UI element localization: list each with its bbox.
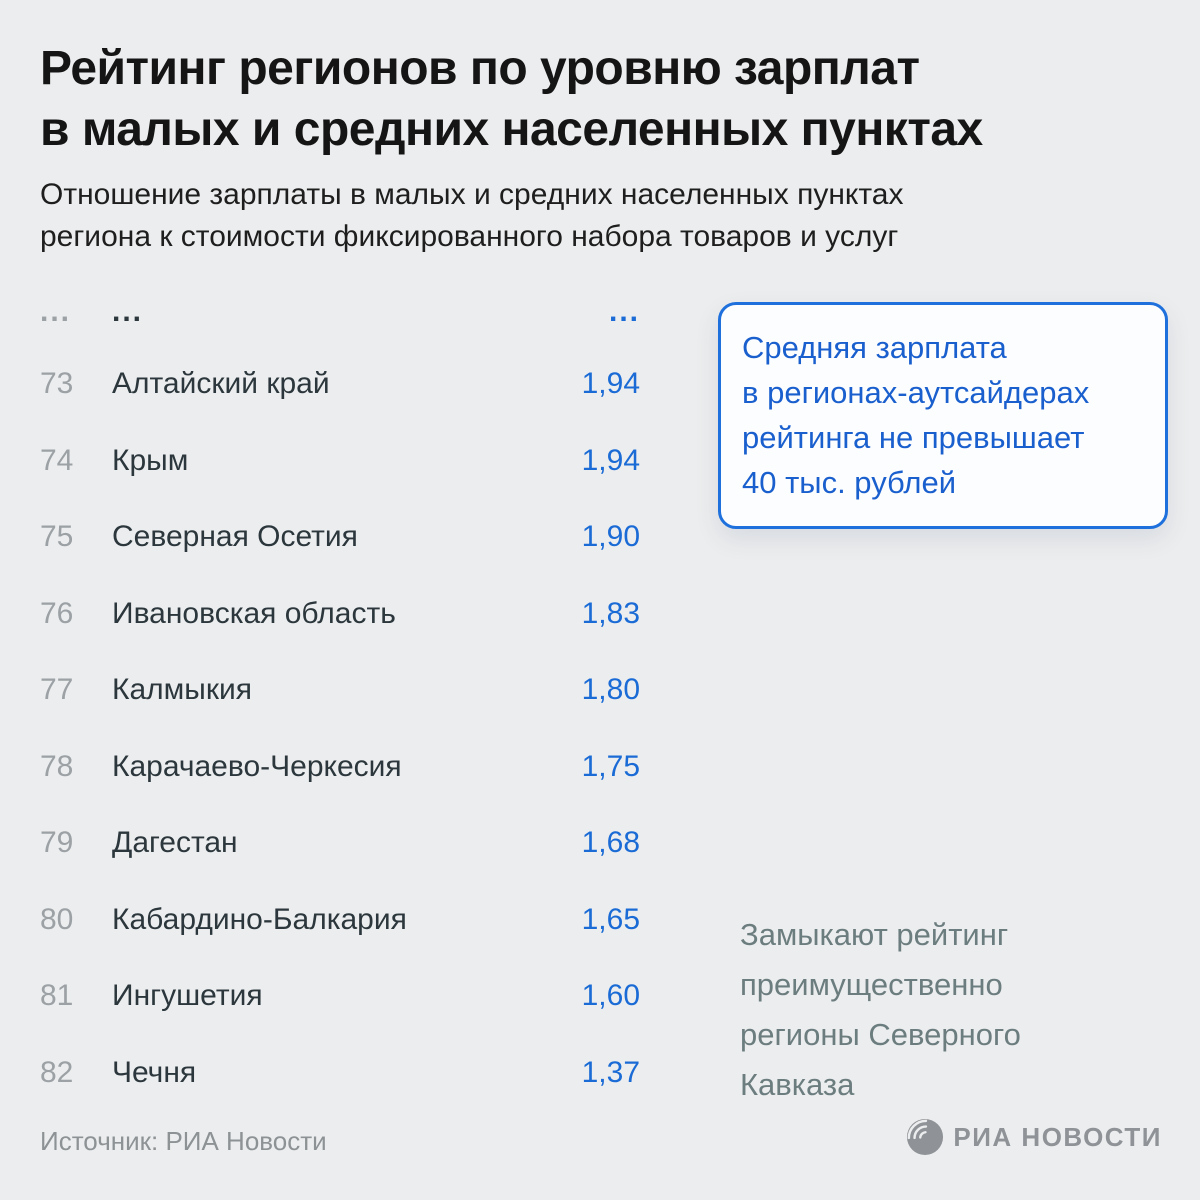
page-subtitle: Отношение зарплаты в малых и средних нас… <box>40 178 904 253</box>
note-text: Замыкают рейтинг преимущественно регионы… <box>740 917 1021 1102</box>
region-cell: Ингушетия <box>112 979 263 1013</box>
source-label: Источник: РИА Новости <box>40 1126 327 1156</box>
value-cell: 1,94 <box>581 443 640 477</box>
table-row: 77 Калмыкия 1,80 <box>40 652 640 729</box>
region-cell: Северная Осетия <box>112 520 358 554</box>
rank-cell: 73 <box>40 367 74 401</box>
brand-name: РИА НОВОСТИ <box>953 1121 1162 1152</box>
rank-cell: 74 <box>40 443 74 477</box>
ria-globe-icon <box>907 1118 944 1156</box>
value-cell: 1,90 <box>581 520 640 554</box>
rank-cell: 78 <box>40 749 74 783</box>
rank-cell: 82 <box>40 1055 74 1089</box>
callout-box: Средняя зарплата в регионах-аутсайдерах … <box>718 302 1168 529</box>
region-cell: Ивановская область <box>112 596 396 630</box>
value-cell: 1,94 <box>581 367 640 401</box>
table-row: 79 Дагестан 1,68 <box>40 805 640 882</box>
rank-cell: 76 <box>40 596 74 630</box>
rank-cell: 79 <box>40 826 74 860</box>
rank-cell: ... <box>40 295 72 328</box>
rank-cell: 77 <box>40 673 74 707</box>
region-cell: Кабардино-Балкария <box>112 902 407 936</box>
page-title: Рейтинг регионов по уровню зарплат в мал… <box>40 42 983 156</box>
region-cell: Дагестан <box>112 826 238 860</box>
brand-logo: РИА НОВОСТИ <box>906 1118 1162 1156</box>
table-row: 82 Чечня 1,37 <box>40 1035 640 1112</box>
table-row: 81 Ингушетия 1,60 <box>40 958 640 1035</box>
value-cell: ... <box>608 295 640 328</box>
region-cell: ... <box>112 295 144 328</box>
region-cell: Алтайский край <box>112 367 330 401</box>
region-cell: Калмыкия <box>112 673 252 707</box>
ellipsis-row: ... ... ... <box>40 278 640 346</box>
table-row: 80 Кабардино-Балкария 1,65 <box>40 882 640 959</box>
callout-text: Средняя зарплата в регионах-аутсайдерах … <box>742 330 1090 500</box>
table-row: 76 Ивановская область 1,83 <box>40 576 640 653</box>
region-cell: Крым <box>112 443 189 477</box>
rank-cell: 75 <box>40 520 74 554</box>
table-row: 75 Северная Осетия 1,90 <box>40 499 640 576</box>
rank-cell: 80 <box>40 902 74 936</box>
region-cell: Чечня <box>112 1055 197 1089</box>
rank-cell: 81 <box>40 979 74 1013</box>
table-row: 74 Крым 1,94 <box>40 423 640 500</box>
value-cell: 1,65 <box>581 902 640 936</box>
value-cell: 1,83 <box>581 596 640 630</box>
rating-table: ... ... ... 73 Алтайский край 1,94 74 Кр… <box>40 278 640 1111</box>
value-cell: 1,60 <box>581 979 640 1013</box>
value-cell: 1,80 <box>581 673 640 707</box>
table-row: 73 Алтайский край 1,94 <box>40 346 640 423</box>
table-row: 78 Карачаево-Черкесия 1,75 <box>40 729 640 806</box>
value-cell: 1,75 <box>581 749 640 783</box>
region-cell: Карачаево-Черкесия <box>112 749 402 783</box>
value-cell: 1,37 <box>581 1055 640 1089</box>
value-cell: 1,68 <box>581 826 640 860</box>
